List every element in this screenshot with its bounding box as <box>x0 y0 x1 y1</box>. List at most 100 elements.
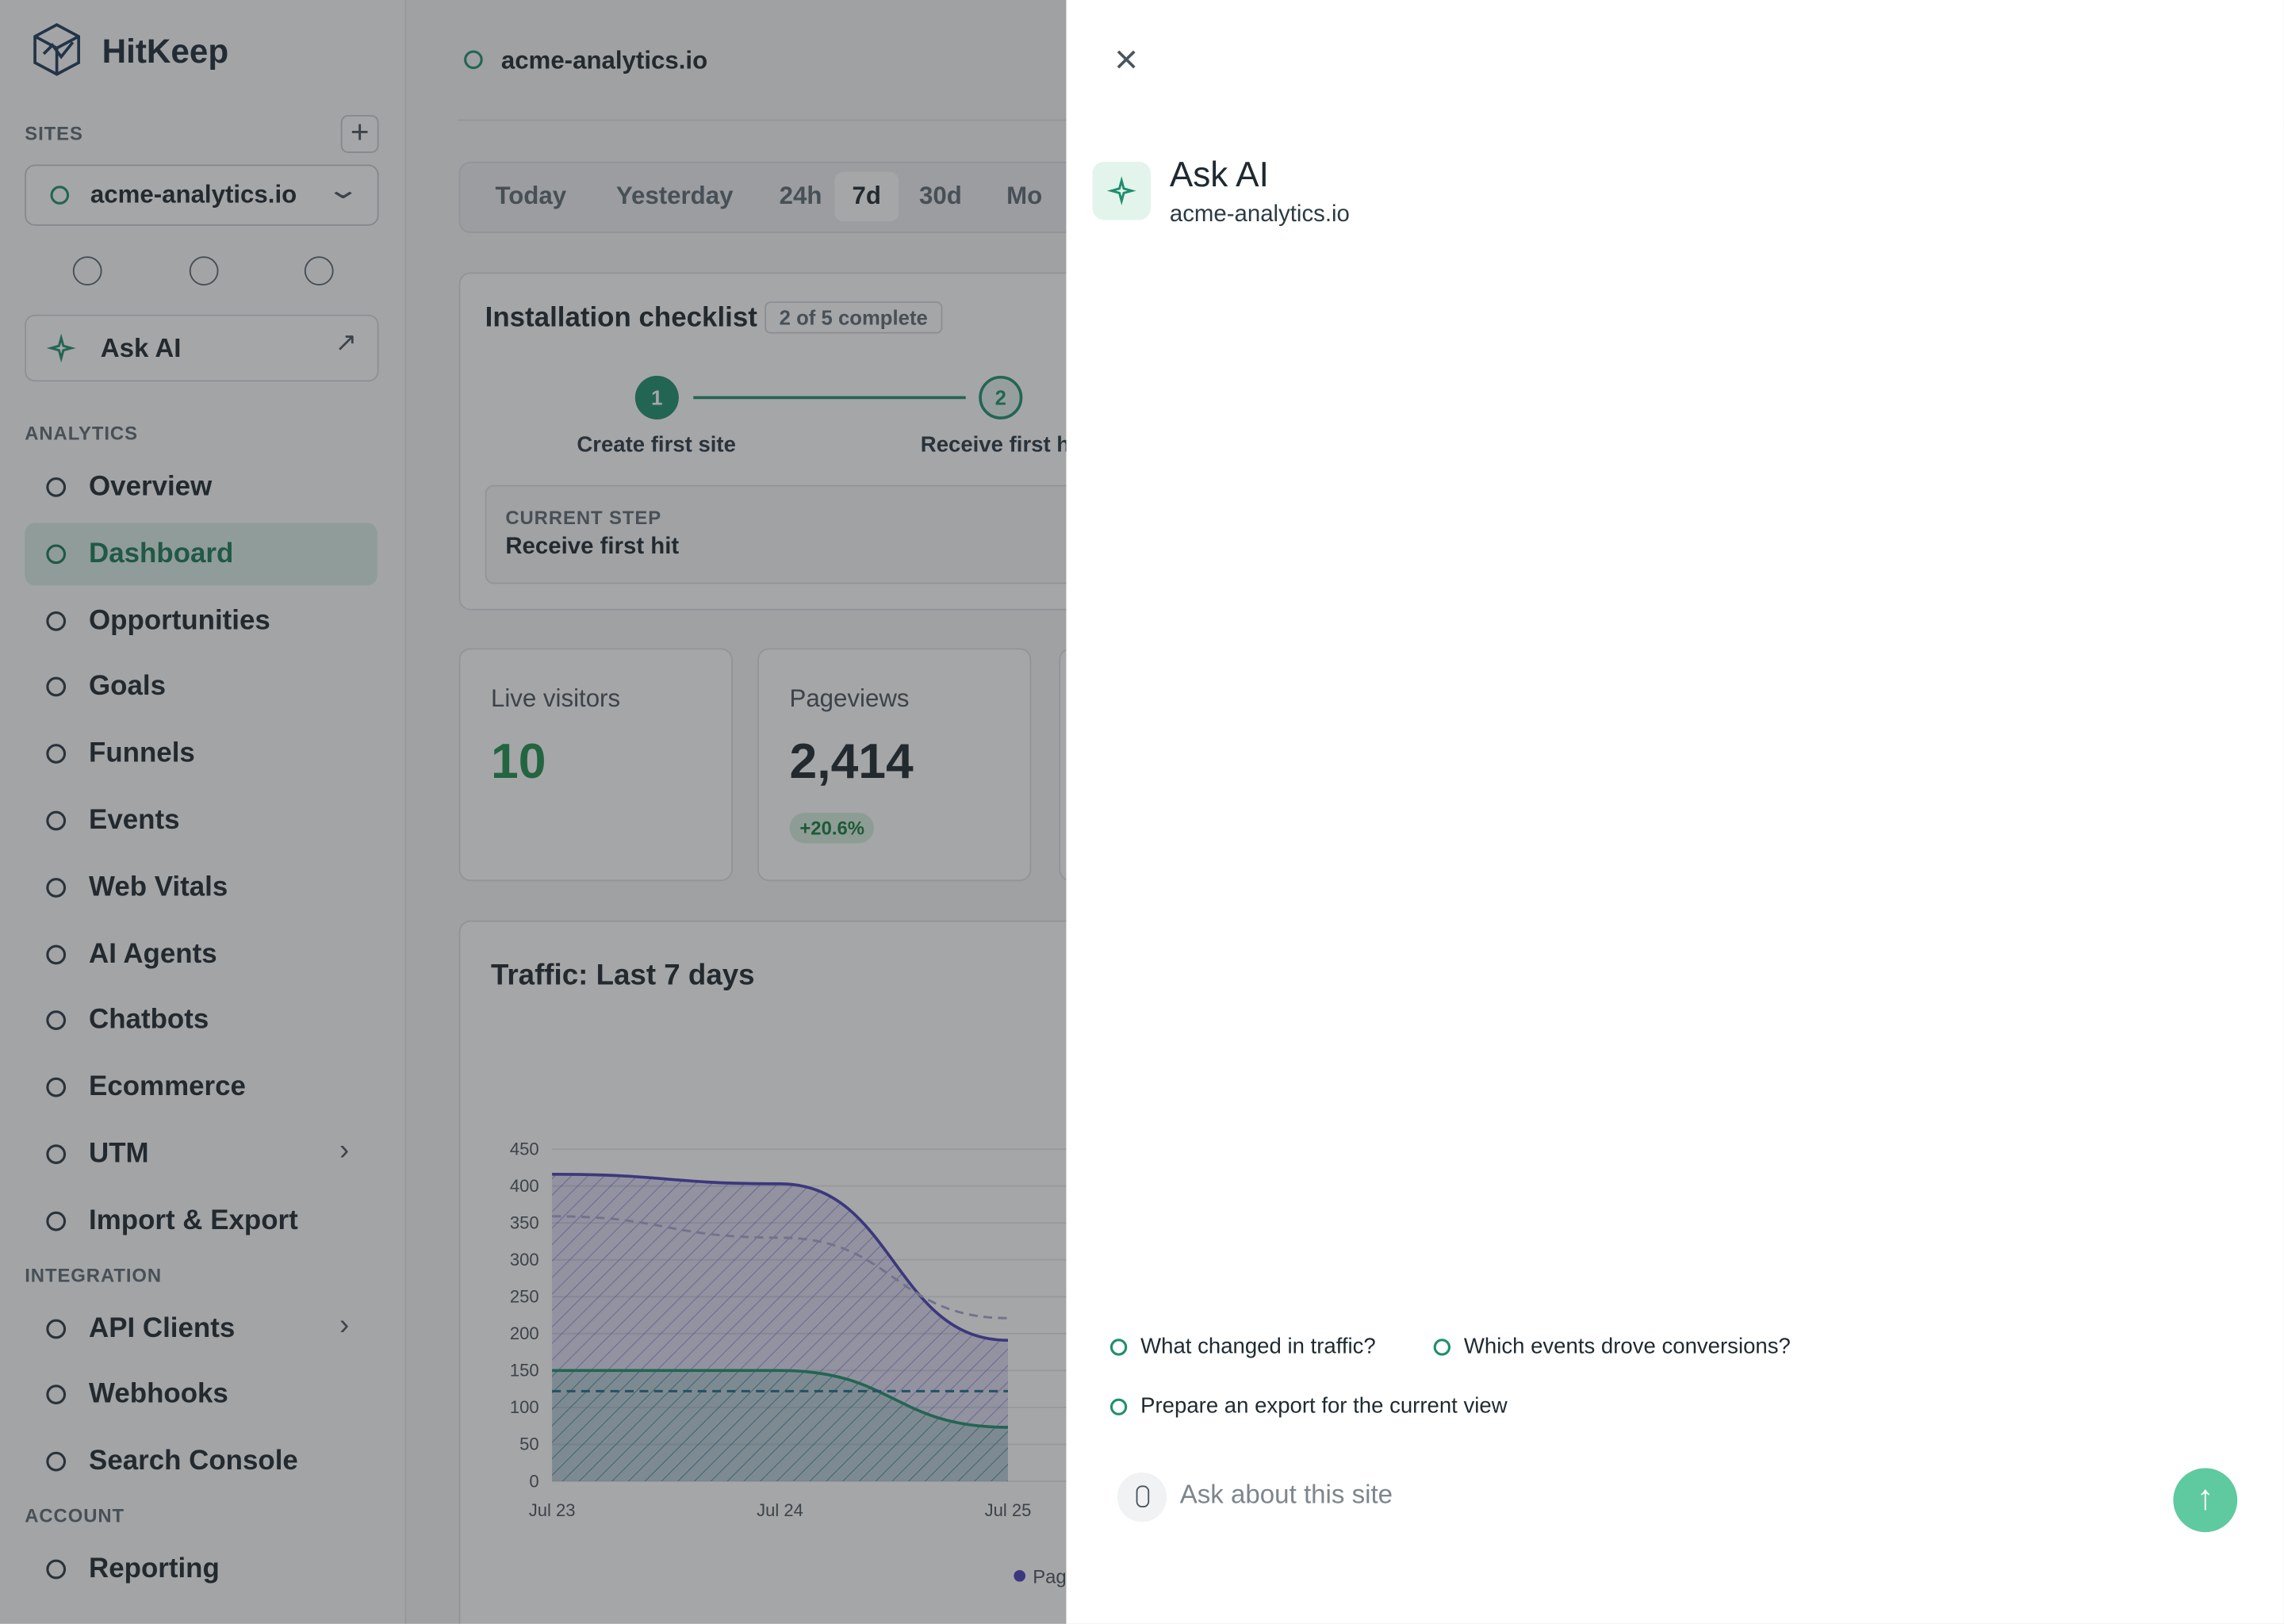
site-action[interactable] <box>189 256 219 285</box>
nav-label: API Clients <box>89 1312 236 1344</box>
icon <box>46 1211 67 1231</box>
nav-label: UTM <box>89 1139 149 1170</box>
send-button[interactable]: ↑ <box>2173 1468 2238 1533</box>
icon-shape <box>1106 176 1136 205</box>
x-tick-label: Jul 23 <box>529 1500 576 1520</box>
stat-card: Pageviews 2,414 +20.6% <box>757 648 1032 882</box>
icon <box>46 744 67 764</box>
icon-shape <box>46 611 67 630</box>
y-tick-label: 250 <box>510 1287 539 1307</box>
tab[interactable]: 24h <box>779 182 822 210</box>
icon <box>46 1078 67 1097</box>
tab[interactable]: 7d <box>834 171 899 222</box>
icon <box>46 477 67 497</box>
stat-value: 2,414 <box>789 733 914 790</box>
step-label: Receive first h <box>920 432 1071 458</box>
submenu-chevron: › <box>339 1134 350 1167</box>
icon <box>46 333 76 363</box>
icon <box>46 810 67 831</box>
section-label: ANALYTICS <box>25 422 138 445</box>
close-button[interactable]: × <box>1114 36 1139 82</box>
nav-item[interactable]: API Clients › <box>25 1297 377 1360</box>
icon-shape <box>46 477 67 497</box>
series-line <box>552 1369 1008 1429</box>
ask-ai-button[interactable]: Ask AI ↗ <box>25 314 379 382</box>
icon-shape <box>46 333 76 363</box>
current-step-value: Receive first hit <box>505 534 680 560</box>
nav-item[interactable]: Webhooks <box>25 1364 377 1427</box>
site-name: acme-analytics.io <box>90 180 297 209</box>
nav-item[interactable]: Goals <box>25 656 377 718</box>
nav-item[interactable]: Events <box>25 789 377 852</box>
nav-label: Opportunities <box>89 605 270 636</box>
nav-label: Ecommerce <box>89 1072 246 1103</box>
logo <box>33 23 81 76</box>
nav-item[interactable]: Reporting <box>25 1538 377 1601</box>
y-tick-label: 400 <box>510 1176 539 1196</box>
series-line <box>552 1172 1008 1342</box>
icon-shape <box>46 677 67 698</box>
y-tick-label: 50 <box>519 1434 539 1454</box>
panel-title: Ask AI <box>1169 155 1269 196</box>
submenu-chevron: › <box>339 1308 350 1341</box>
icon-shape <box>46 1385 67 1405</box>
nav-item[interactable]: Chatbots <box>25 990 377 1052</box>
tab[interactable]: 30d <box>918 182 962 210</box>
icon <box>50 186 70 205</box>
chat-input[interactable]: Ask about this site <box>1179 1480 1393 1509</box>
icon <box>1106 176 1136 205</box>
nav-label: Events <box>89 805 180 837</box>
site-select[interactable]: acme-analytics.io ⌄ <box>25 164 379 226</box>
icon <box>1109 1398 1128 1415</box>
checklist-badge: 2 of 5 complete <box>765 301 943 334</box>
nav-label: Funnels <box>89 738 195 770</box>
panel-icon <box>1092 161 1151 220</box>
ask-ai-panel: × Ask AI acme-analytics.io What changed in … <box>1066 0 2284 1624</box>
brand: HitKeep <box>102 32 229 71</box>
section-label: SITES <box>25 122 83 144</box>
icon <box>46 1559 67 1580</box>
site-action[interactable] <box>72 256 102 285</box>
mic-button[interactable] <box>1117 1472 1167 1522</box>
add-site-button[interactable]: + <box>340 115 379 153</box>
tab[interactable]: Mo <box>1006 182 1043 210</box>
icon <box>46 1010 67 1031</box>
stat-card: Live visitors 10 <box>458 648 733 882</box>
nav-item[interactable]: Import & Export <box>25 1189 377 1252</box>
tab[interactable]: Today <box>495 182 567 210</box>
stat-value: 10 <box>490 733 546 790</box>
y-tick-label: 450 <box>510 1139 539 1159</box>
y-tick-label: 300 <box>510 1250 539 1270</box>
icon <box>46 1318 67 1339</box>
nav-item[interactable]: Search Console <box>25 1431 377 1493</box>
nav-item[interactable]: Ecommerce <box>25 1056 377 1119</box>
nav-label: Web Vitals <box>89 871 228 903</box>
nav-item[interactable]: Opportunities <box>25 589 377 652</box>
icon <box>1109 1339 1128 1356</box>
nav-item[interactable]: Web Vitals <box>25 856 377 919</box>
icon-shape <box>46 744 67 764</box>
nav-label: AI Agents <box>89 938 217 970</box>
nav-item[interactable]: AI Agents <box>25 923 377 986</box>
area-hatch <box>552 1370 1008 1481</box>
nav-label: Search Console <box>89 1446 298 1477</box>
nav-item[interactable]: Dashboard <box>25 523 377 585</box>
series-line <box>552 1215 1008 1320</box>
header-site: acme-analytics.io <box>500 46 708 75</box>
suggestion-label: Which events drove conversions? <box>1463 1334 1791 1359</box>
nav-item[interactable]: Funnels <box>25 722 377 785</box>
icon <box>464 50 483 70</box>
nav-item[interactable]: Overview <box>25 456 377 519</box>
tab[interactable]: Yesterday <box>615 182 734 210</box>
site-action[interactable] <box>304 256 334 285</box>
icon <box>46 944 67 964</box>
nav-item[interactable]: UTM › <box>25 1123 377 1185</box>
x-tick-label: Jul 25 <box>985 1500 1032 1520</box>
icon-shape <box>46 1010 67 1031</box>
y-tick-label: 350 <box>510 1213 539 1233</box>
step-circle: 2 <box>979 375 1023 419</box>
icon-shape <box>50 186 70 205</box>
section-label: ACCOUNT <box>25 1504 125 1526</box>
icon-shape <box>1109 1398 1128 1415</box>
icon <box>1433 1339 1451 1356</box>
